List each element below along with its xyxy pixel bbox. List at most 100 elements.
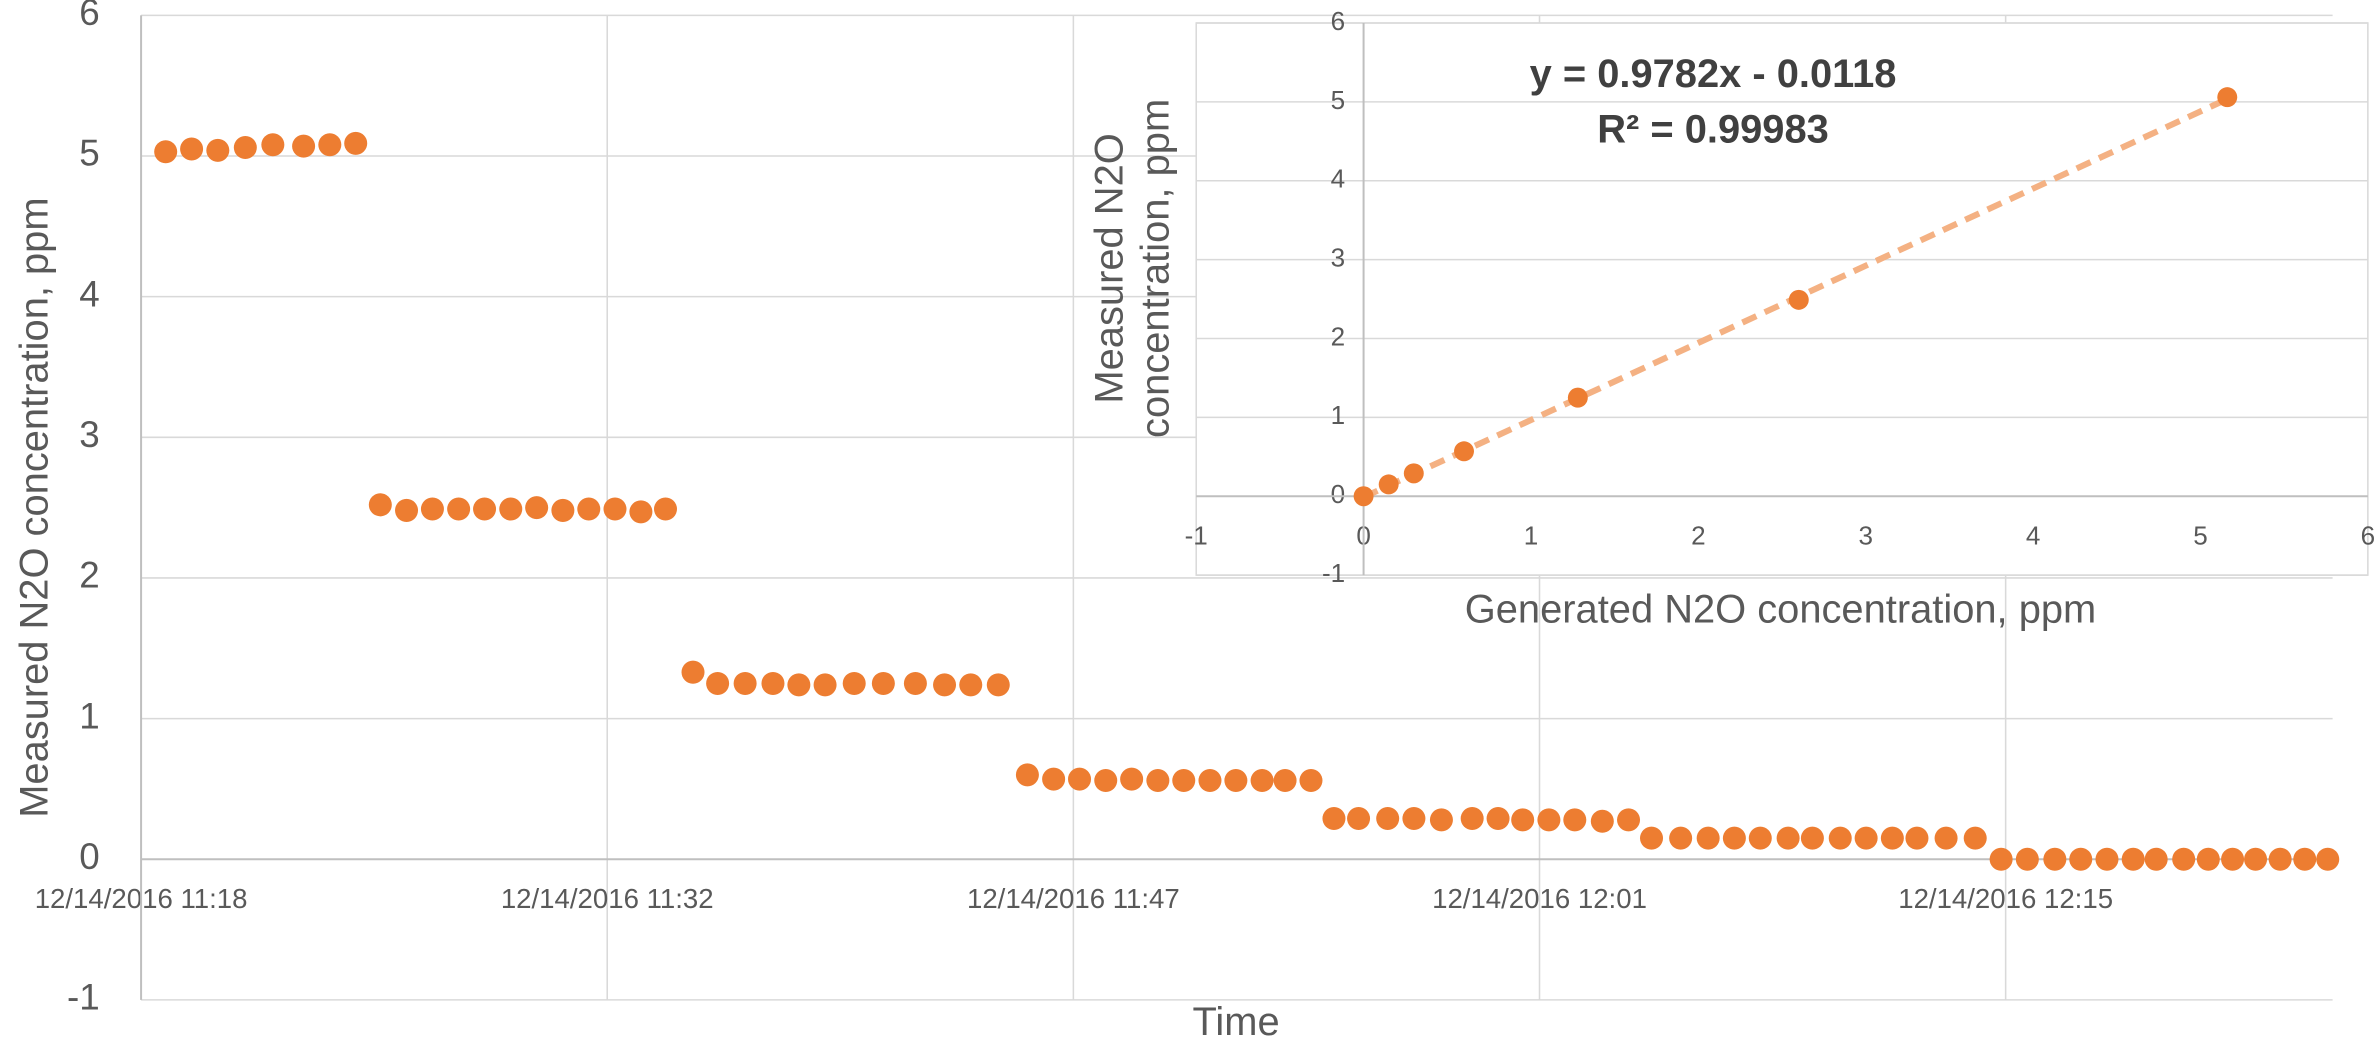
x-tick-label: 4 (2026, 521, 2041, 551)
data-point (1989, 847, 2013, 871)
data-point (1590, 809, 1614, 833)
data-point (1748, 826, 1772, 850)
data-point (1905, 826, 1929, 850)
data-point (2221, 847, 2245, 871)
data-point (1172, 768, 1196, 792)
y-tick-label: 2 (1331, 321, 1346, 351)
y-tick-label: 6 (1331, 6, 1346, 36)
data-point (1963, 826, 1987, 850)
data-point (261, 133, 285, 157)
y-tick-label: 1 (1331, 400, 1346, 430)
data-point (1402, 806, 1426, 830)
data-point (733, 671, 757, 695)
data-point (206, 138, 230, 162)
data-point (1273, 768, 1297, 792)
data-point (1800, 826, 1824, 850)
data-point (959, 673, 983, 697)
x-axis-title: Generated N2O concentration, ppm (1465, 587, 2096, 631)
data-point (1722, 826, 1746, 850)
x-axis-title: Time (1193, 1000, 1280, 1044)
data-point (1403, 463, 1424, 484)
data-point (1015, 763, 1039, 787)
data-point (344, 131, 368, 155)
data-point (551, 498, 575, 522)
data-point (420, 497, 444, 521)
data-point (2196, 847, 2220, 871)
data-point (1094, 768, 1118, 792)
data-point (761, 671, 785, 695)
x-tick-label: 1 (1524, 521, 1539, 551)
data-point (1224, 768, 1248, 792)
data-point (1511, 808, 1535, 832)
data-point (1696, 826, 1720, 850)
data-point (1460, 806, 1484, 830)
data-point (499, 497, 523, 521)
data-point (2293, 847, 2317, 871)
y-axis-title: Measured N2O concentration, ppm (12, 197, 56, 817)
data-point (986, 673, 1010, 697)
data-point (473, 497, 497, 521)
data-point (653, 497, 677, 521)
data-point (681, 660, 705, 684)
data-point (2121, 847, 2145, 871)
data-point (1068, 767, 1092, 791)
data-point (871, 671, 895, 695)
data-point (1486, 806, 1510, 830)
data-point (1640, 826, 1664, 850)
data-point (1250, 768, 1274, 792)
data-point (2069, 847, 2093, 871)
data-point (1788, 289, 1809, 310)
data-point (1353, 486, 1374, 507)
data-point (1828, 826, 1852, 850)
y-tick-label: 5 (1331, 85, 1346, 115)
data-point (1347, 806, 1371, 830)
data-point (2217, 87, 2238, 108)
x-tick-label: 12/14/2016 12:01 (1432, 883, 1647, 914)
data-point (2268, 847, 2292, 871)
data-point (629, 500, 653, 524)
x-tick-label: 12/14/2016 12:15 (1898, 883, 2113, 914)
data-point (2316, 847, 2340, 871)
data-point (2095, 847, 2119, 871)
y-tick-label: 0 (1331, 479, 1346, 509)
data-point (1776, 826, 1800, 850)
data-point (1376, 806, 1400, 830)
data-point (1880, 826, 1904, 850)
data-point (1322, 806, 1346, 830)
data-point (1198, 768, 1222, 792)
data-point (154, 140, 178, 164)
data-point (1454, 441, 1474, 462)
data-point (1042, 767, 1066, 791)
data-point (318, 133, 342, 157)
data-point (842, 671, 866, 695)
data-point (933, 673, 957, 697)
y-tick-label: 5 (79, 133, 99, 174)
data-point (1563, 808, 1587, 832)
x-tick-label: 6 (2361, 521, 2374, 551)
data-point (903, 671, 927, 695)
y-tick-label: 0 (79, 836, 99, 877)
y-tick-label: 3 (1331, 243, 1346, 273)
y-tick-label: 6 (79, 0, 99, 33)
data-point (292, 134, 316, 158)
y-tick-label: -1 (1322, 558, 1345, 588)
data-point (787, 673, 811, 697)
data-point (2244, 847, 2268, 871)
data-point (395, 498, 419, 522)
data-point (525, 496, 549, 520)
data-point (1146, 768, 1170, 792)
data-point (2015, 847, 2039, 871)
data-point (1669, 826, 1693, 850)
data-point (233, 136, 257, 160)
x-tick-label: -1 (1185, 521, 1208, 551)
data-point (577, 497, 601, 521)
y-tick-label: 4 (79, 273, 99, 314)
data-point (1537, 808, 1561, 832)
trendline-r2: R² = 0.99983 (1597, 107, 1829, 151)
data-point (447, 497, 471, 521)
trendline-equation: y = 0.9782x - 0.0118 (1530, 52, 1897, 96)
data-point (1567, 387, 1588, 408)
x-tick-label: 12/14/2016 11:32 (501, 883, 714, 914)
